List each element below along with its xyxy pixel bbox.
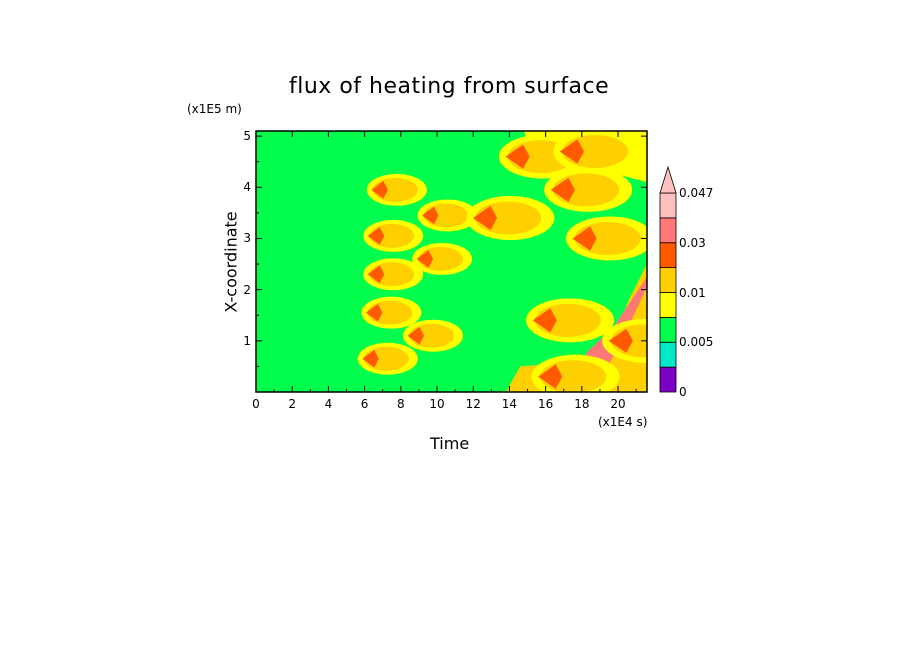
heatmap-patch-core [472,205,498,231]
x-tick-label: 4 [324,397,333,411]
heatmap-patch-core [608,328,633,353]
x-axis-label: Time [430,434,470,453]
colorbar-label: 0.03 [679,235,706,250]
x-tick-label: 16 [537,397,554,411]
plot-axes [255,130,648,393]
x-tick-label: 10 [429,397,445,411]
x-tick-label: 14 [501,397,518,411]
x-tick-label: 12 [465,397,481,411]
heatmap-patch-core [367,227,385,245]
colorbar [659,165,677,393]
colorbar-extend-arrow [659,165,677,194]
colorbar-segment [659,192,677,219]
x-tick-label: 0 [252,397,260,411]
heatmap-field [256,131,647,392]
heatmap-patch-core [538,364,563,389]
heatmap-patch-core [550,177,575,202]
heatmap-patch-core [559,139,585,164]
x-tick-label: 8 [396,397,405,411]
colorbar-segment [659,217,677,244]
heatmap-patch-core [371,181,388,199]
colorbar-segment [659,267,677,293]
colorbar-label: 0.005 [679,335,714,350]
y-tick-label: 1 [243,333,251,348]
colorbar-segment [659,366,677,393]
x-axis-units: (x1E4 s) [598,415,648,429]
heatmap-patch-core [365,303,383,322]
colorbar-label: 0 [679,385,687,399]
heatmap-patch-core [407,326,425,345]
y-axis-label: X-coordinate [221,211,241,313]
colorbar-segment [659,341,677,368]
x-tick-label: 18 [574,397,590,411]
heatmap-patch-core [367,265,385,284]
colorbar-segment [659,242,677,269]
colorbar-label: 0.047 [679,186,714,200]
chart-title: flux of heating from surface [289,74,610,99]
plot-frame [255,130,648,393]
heatmap-patch-core [532,308,557,333]
colorbar-segment [659,292,677,318]
heatmap-patch-core [362,349,379,368]
x-tick-label: 6 [360,397,369,411]
colorbar-label: 0.01 [679,285,706,300]
x-tick-label: 2 [288,397,297,411]
heatmap-patch-core [505,144,530,169]
colorbar-segment [659,316,677,343]
x-tick-label: 20 [610,397,626,411]
heatmap-patch-core [416,250,434,268]
y-tick-label: 3 [243,231,251,246]
y-tick-label: 4 [243,180,251,195]
heatmap-patch-core [422,206,439,225]
y-axis-units: (x1E5 m) [187,102,242,116]
heatmap-patch-core [572,226,597,251]
y-tick-label: 5 [243,129,251,144]
y-tick-label: 2 [243,282,251,297]
